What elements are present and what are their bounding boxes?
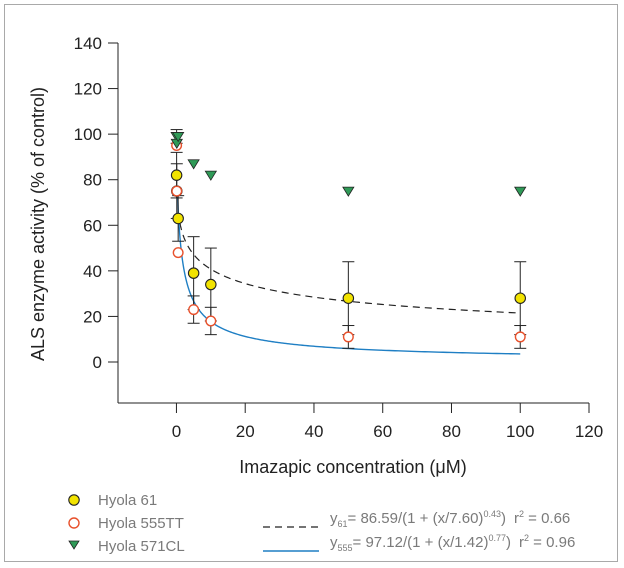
eq-61-close: ): [501, 510, 506, 527]
y-tick-label-140: 140: [74, 34, 102, 53]
marker-s0-p4: [205, 278, 217, 291]
marker-s1-p4: [205, 315, 217, 327]
x-tick-label-80: 80: [442, 422, 461, 441]
y-tick-label-120: 120: [74, 80, 102, 99]
legend: Hyola 61 Hyola 555TT Hyola 571CL y61= 86…: [68, 492, 575, 555]
marker-s1-p5: [342, 331, 354, 343]
legend-label-hyola-571cl: Hyola 571CL: [98, 538, 185, 555]
x-tick-label-100: 100: [506, 422, 534, 441]
marker-s1-p2: [172, 247, 184, 259]
y-ticks: 0 20 40 60 80 100 120 140: [74, 34, 118, 372]
x-tick-label-40: 40: [305, 422, 324, 441]
equation-fit-61: y61= 86.59/(1 + (x/7.60)0.43) r2 = 0.66: [330, 509, 570, 529]
eq-61-sub: 61: [338, 519, 348, 529]
eq-555-r-exp: 2: [524, 533, 529, 543]
x-tick-label-120: 120: [575, 422, 603, 441]
axes: [117, 43, 589, 404]
ec50-scatter-chart: 0 20 40 60 80 100 120 140 0 20 40 60 80 100 120 ALS e…: [28, 34, 603, 555]
equation-fit-555: y555= 97.12/(1 + (x/1.42)0.77) r2 = 0.96: [330, 533, 575, 553]
data-markers: [170, 132, 527, 343]
marker-s0-p0: [170, 169, 183, 181]
marker-s0-p3: [187, 267, 200, 279]
legend-marker-hyola-61: [68, 494, 80, 506]
y-tick-label-0: 0: [93, 353, 102, 372]
fit-curve-61: [177, 211, 521, 314]
marker-s1-p6: [514, 331, 526, 343]
marker-s2-p4: [204, 170, 218, 181]
eq-61-r-value: = 0.66: [524, 510, 570, 527]
fit-curve-555: [176, 196, 521, 355]
y-tick-label-20: 20: [83, 307, 102, 326]
x-tick-label-0: 0: [172, 422, 181, 441]
marker-s2-p5: [342, 186, 355, 197]
figure-panel: 0 20 40 60 80 100 120 140 0 20 40 60 80 100 120 ALS e…: [4, 4, 618, 562]
y-axis-title: ALS enzyme activity (% of control): [28, 87, 48, 361]
eq-555-r-value: = 0.96: [529, 534, 575, 551]
fit-curves: [176, 196, 521, 355]
x-ticks: 0 20 40 60 80 100 120: [172, 403, 603, 441]
marker-s1-p3: [188, 304, 200, 316]
eq-61-exp: 0.43: [483, 509, 501, 519]
eq-555-r: r: [519, 534, 524, 551]
legend-label-hyola-61: Hyola 61: [98, 492, 157, 509]
legend-marker-hyola-571cl: [68, 540, 80, 550]
marker-s1-p1: [171, 185, 183, 197]
marker-s0-p2: [172, 212, 184, 225]
legend-marker-hyola-555tt: [68, 517, 80, 529]
error-bars: [170, 129, 527, 349]
y-tick-label-100: 100: [74, 125, 102, 144]
x-tick-label-60: 60: [373, 422, 392, 441]
eq-61-r: r: [514, 510, 519, 527]
eq-61-body: = 86.59/(1 + (x/7.60): [348, 510, 484, 527]
eq-555-sub: 555: [338, 543, 353, 553]
eq-555-exp: 0.77: [488, 533, 506, 543]
marker-s2-p3: [187, 159, 200, 170]
y-tick-label-60: 60: [83, 216, 102, 235]
marker-s2-p2: [171, 132, 185, 143]
x-tick-label-20: 20: [236, 422, 255, 441]
eq-61-y: y: [330, 510, 338, 527]
marker-s2-p6: [514, 186, 527, 197]
marker-s0-p5: [342, 292, 355, 304]
marker-s0-p6: [514, 292, 526, 304]
eq-555-y: y: [330, 534, 338, 551]
legend-label-hyola-555tt: Hyola 555TT: [98, 515, 184, 532]
y-tick-label-80: 80: [83, 171, 102, 190]
eq-555-body: = 97.12/(1 + (x/1.42): [353, 534, 489, 551]
eq-61-r-exp: 2: [519, 509, 524, 519]
eq-555-close: ): [506, 534, 511, 551]
x-axis-title: Imazapic concentration (μM): [239, 457, 466, 477]
y-tick-label-40: 40: [83, 262, 102, 281]
